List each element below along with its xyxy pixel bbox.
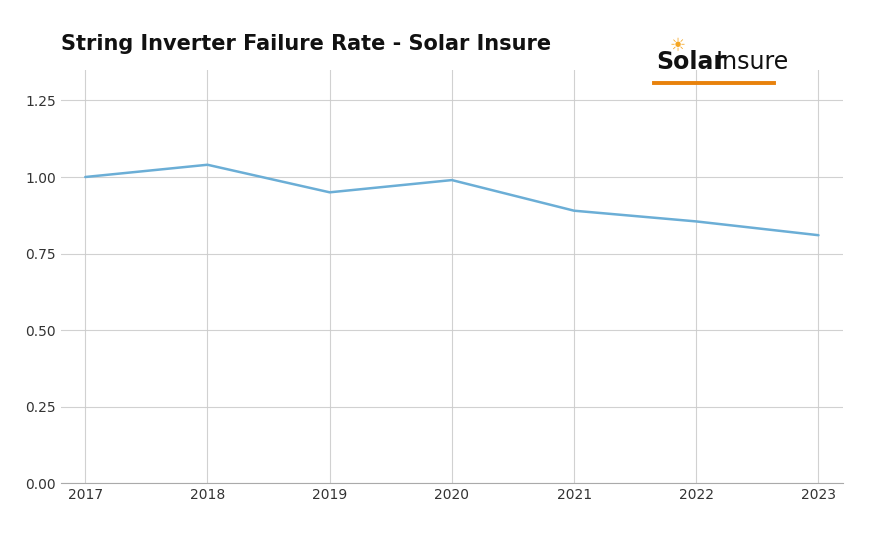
Text: Insure: Insure bbox=[715, 50, 788, 74]
Text: Solar: Solar bbox=[656, 50, 725, 74]
Text: String Inverter Failure Rate - Solar Insure: String Inverter Failure Rate - Solar Ins… bbox=[61, 34, 551, 54]
Text: ☀: ☀ bbox=[670, 38, 686, 56]
